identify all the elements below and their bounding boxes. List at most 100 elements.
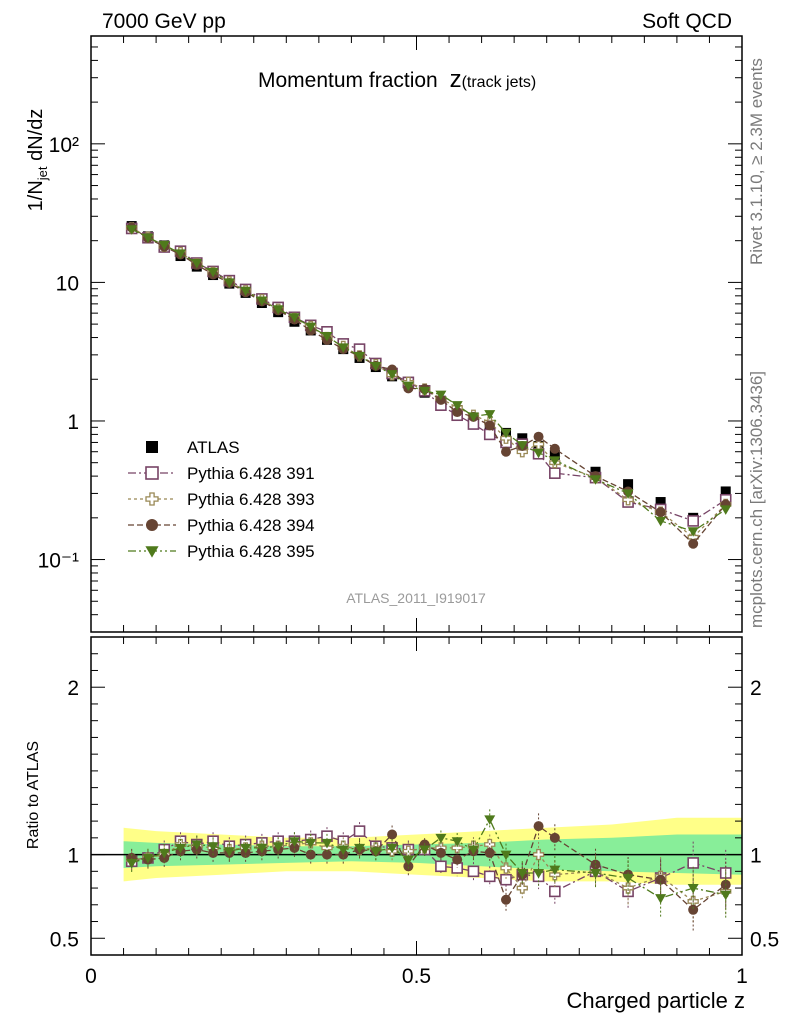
- header-left: 7000 GeV pp: [102, 10, 226, 33]
- ratio-point-2-11: [305, 849, 316, 860]
- main-point-3-23: [501, 446, 512, 457]
- ratio-point-2-30: [688, 904, 699, 915]
- main-point-4-22: [484, 410, 496, 420]
- ratio-point-3-18: [419, 845, 431, 856]
- main-point-0-24: [517, 433, 528, 444]
- ratio-point-3-25: [533, 868, 545, 879]
- main-point-4-27: [590, 475, 602, 485]
- main-point-4-3: [175, 249, 187, 259]
- main-point-4-4: [191, 259, 203, 269]
- ratio-ylabel: Ratio to ATLAS: [25, 741, 42, 849]
- ratio-point-3-11: [305, 838, 317, 849]
- main-point-0-31: [720, 486, 731, 497]
- ratio-point-2-16: [387, 829, 398, 840]
- ratio-point-3-24: [516, 868, 528, 879]
- main-point-4-14: [354, 351, 366, 362]
- main-plot-panel: 10⁻¹ 1 10 10²: [38, 35, 743, 633]
- ratio-point-1-25: [532, 848, 545, 861]
- ratio-point-2-23: [501, 894, 512, 905]
- main-point-4-26: [549, 456, 561, 466]
- main-point-4-16: [386, 370, 398, 380]
- x-axis-label: Charged particle z: [566, 988, 745, 1013]
- main-point-4-19: [435, 390, 447, 401]
- ratio-point-3-8: [256, 843, 268, 854]
- ratio-point-1-23: [500, 862, 512, 874]
- rivet-label: Rivet 3.1.10, ≥ 2.3M events: [747, 58, 766, 265]
- legend-label-1: Pythia 6.428 391: [187, 464, 315, 483]
- main-ylabel: 1/Njet dN/dz: [25, 109, 50, 212]
- main-point-3-30: [688, 538, 699, 549]
- ratio-point-3-16: [386, 843, 398, 854]
- ratio-point-3-31: [720, 890, 732, 901]
- legend-marker-2: [145, 492, 159, 506]
- analysis-id: ATLAS_2011_I919017: [346, 590, 486, 606]
- main-point-4-1: [142, 233, 154, 243]
- legend-marker-1: [145, 466, 159, 480]
- ratio-point-2-22: [484, 847, 495, 858]
- ratio-point-3-2: [158, 848, 170, 859]
- ratio-point-3-12: [321, 838, 333, 849]
- main-ytick-label: 10⁻¹: [38, 550, 79, 573]
- main-point-3-26: [549, 443, 560, 454]
- legend: ATLAS Pythia 6.428 391 Pythia 6.428 393 Pyt…: [128, 438, 315, 561]
- main-point-4-29: [655, 516, 667, 527]
- main-point-4-28: [622, 489, 634, 499]
- main-title-z: z: [450, 66, 462, 93]
- main-point-3-22: [484, 420, 495, 431]
- main-point-4-23: [500, 428, 512, 439]
- main-series-4: [126, 225, 732, 537]
- ratio-point-2-27: [590, 859, 601, 870]
- legend-label-2: Pythia 6.428 393: [187, 490, 315, 509]
- ratio-point-3-7: [240, 843, 252, 854]
- ratio-point-3-1: [142, 853, 154, 864]
- ratio-point-1-28: [622, 882, 634, 894]
- ratio-point-3-26: [549, 865, 561, 876]
- main-title: Momentum fraction z(track jets): [258, 66, 536, 93]
- main-ytick-label: 1: [67, 411, 79, 434]
- main-point-0-29: [655, 497, 666, 508]
- ratio-point-3-23: [500, 850, 512, 861]
- legend-label-3: Pythia 6.428 394: [187, 516, 315, 535]
- main-point-4-15: [370, 361, 382, 372]
- ratio-point-3-13: [337, 845, 349, 856]
- main-point-0-26: [549, 449, 560, 460]
- main-point-2-28: [622, 494, 634, 506]
- ratio-ytick-label: 2: [67, 677, 79, 700]
- ratio-point-3-9: [272, 842, 284, 852]
- main-point-4-9: [272, 305, 284, 315]
- main-point-4-8: [256, 296, 268, 307]
- ratio-point-3-5: [207, 842, 219, 852]
- main-point-3-25: [533, 431, 544, 442]
- ratio-point-3-22: [484, 815, 496, 825]
- legend-marker-0: [146, 441, 158, 453]
- main-point-0-28: [623, 479, 634, 490]
- ratio-point-0-19: [435, 860, 447, 873]
- ratio-point-2-19: [435, 847, 446, 858]
- main-point-4-7: [240, 286, 252, 297]
- ratio-plot-panel: 0.5 0.51 12 20 0.5 1: [50, 36, 779, 988]
- main-title-text: Momentum fraction: [258, 69, 438, 92]
- ratio-point-0-21: [467, 865, 480, 878]
- ratio-point-3-21: [467, 845, 479, 856]
- ratio-point-0-22: [483, 870, 496, 883]
- ratio-point-3-3: [175, 843, 187, 854]
- legend-label-4: Pythia 6.428 395: [187, 542, 315, 561]
- main-point-4-13: [337, 343, 349, 353]
- ratio-point-2-20: [452, 854, 463, 865]
- main-point-4-25: [533, 448, 545, 459]
- ratio-point-3-29: [655, 894, 667, 904]
- ratio-point-0-23: [500, 873, 512, 886]
- ratio-point-3-19: [435, 833, 447, 844]
- main-title-sub: (track jets): [462, 74, 537, 91]
- main-point-3-29: [655, 507, 666, 518]
- main-point-1-30: [687, 515, 699, 527]
- main-point-4-6: [223, 278, 235, 288]
- ratio-point-0-30: [687, 857, 699, 869]
- main-point-1-22: [483, 428, 496, 441]
- main-point-4-20: [451, 401, 463, 411]
- ratio-point-3-17: [402, 855, 414, 866]
- ratio-ytick-label-right: 1: [750, 845, 762, 868]
- main-point-4-5: [207, 267, 219, 278]
- main-point-4-0: [126, 225, 138, 235]
- ratio-point-2-12: [321, 849, 332, 860]
